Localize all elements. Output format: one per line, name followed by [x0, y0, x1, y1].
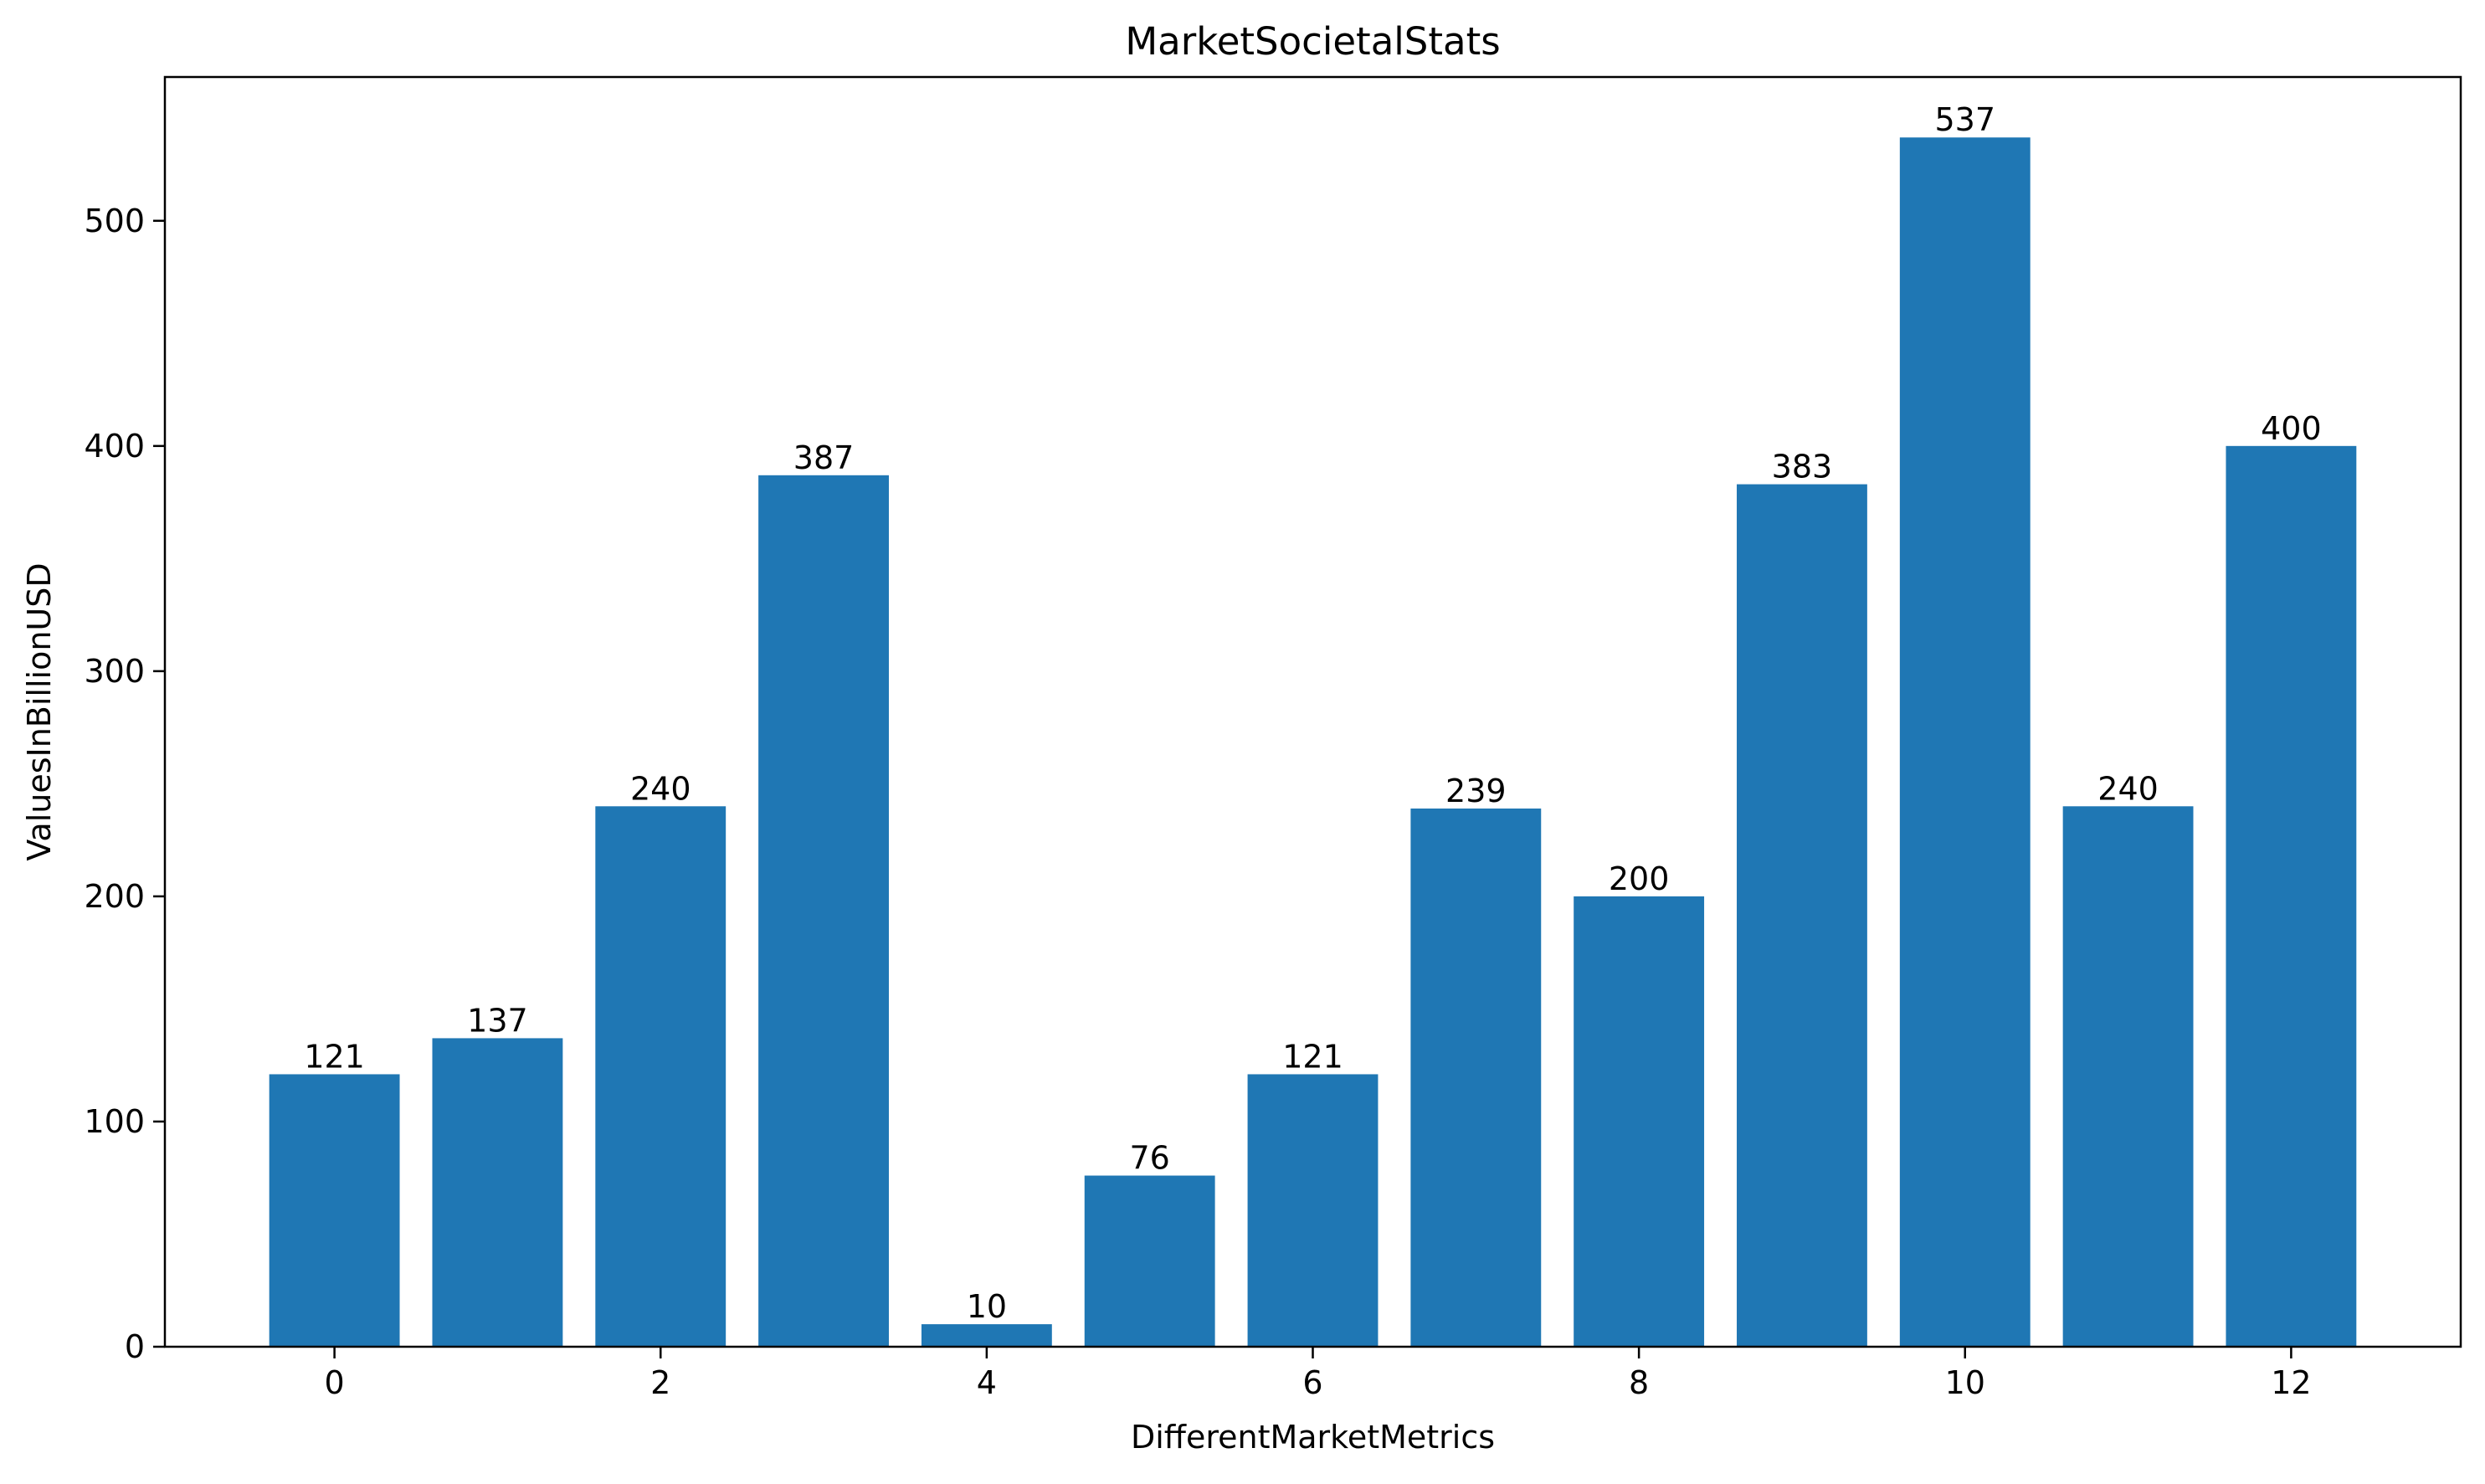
- bar-value-label-1: 137: [467, 1002, 528, 1039]
- bar-2: [595, 806, 727, 1347]
- x-tick-label-8: 8: [1629, 1364, 1649, 1401]
- bar-value-label-10: 537: [1934, 101, 1995, 138]
- bar-7: [1410, 808, 1542, 1347]
- chart-title: MarketSocietalStats: [1125, 19, 1500, 64]
- bar-10: [1899, 137, 2031, 1348]
- bar-value-label-6: 121: [1282, 1038, 1343, 1075]
- y-tick-label-0: 0: [125, 1328, 145, 1365]
- bar-value-label-11: 240: [2097, 770, 2159, 807]
- bar-5: [1084, 1175, 1215, 1347]
- bars-layer: [269, 137, 2357, 1348]
- bar-value-label-0: 121: [304, 1038, 365, 1075]
- bar-value-label-8: 200: [1609, 860, 1670, 897]
- x-tick-label-6: 6: [1302, 1364, 1322, 1401]
- bar-1: [432, 1038, 563, 1347]
- bar-3: [758, 475, 889, 1347]
- y-tick-label-200: 200: [84, 878, 145, 915]
- bar-value-label-5: 76: [1130, 1140, 1170, 1177]
- y-axis-label: ValuesInBillionUSD: [21, 562, 58, 860]
- bar-value-label-3: 387: [793, 439, 855, 476]
- x-tick-label-4: 4: [977, 1364, 997, 1401]
- x-axis-ticks: 0 2 4 6 8 10 12: [325, 1347, 2312, 1401]
- y-tick-label-500: 500: [84, 203, 145, 239]
- bar-value-label-7: 239: [1445, 773, 1507, 809]
- bar-value-label-4: 10: [967, 1288, 1007, 1325]
- bar-9: [1737, 484, 1867, 1347]
- bar-12: [2226, 445, 2357, 1347]
- x-tick-label-12: 12: [2271, 1364, 2311, 1401]
- bar-4: [921, 1324, 1052, 1347]
- bar-value-label-9: 383: [1772, 449, 1833, 485]
- bar-value-label-12: 400: [2261, 410, 2322, 447]
- x-tick-label-0: 0: [325, 1364, 345, 1401]
- bar-8: [1574, 896, 1705, 1347]
- y-tick-label-300: 300: [84, 653, 145, 690]
- bar-value-label-2: 240: [630, 770, 691, 807]
- bar-6: [1247, 1074, 1379, 1347]
- bar-0: [269, 1074, 400, 1347]
- x-tick-label-2: 2: [650, 1364, 670, 1401]
- bar-labels-layer: 121 137 240 387 10 76 121 239 200 383 537 240 400: [304, 101, 2321, 1325]
- x-tick-label-10: 10: [1945, 1364, 1985, 1401]
- y-tick-label-100: 100: [84, 1103, 145, 1140]
- x-axis-label: DifferentMarketMetrics: [1131, 1419, 1495, 1456]
- bar-11: [2062, 806, 2194, 1347]
- y-axis-ticks: 0 100 200 300 400 500: [84, 203, 165, 1365]
- y-tick-label-400: 400: [84, 428, 145, 465]
